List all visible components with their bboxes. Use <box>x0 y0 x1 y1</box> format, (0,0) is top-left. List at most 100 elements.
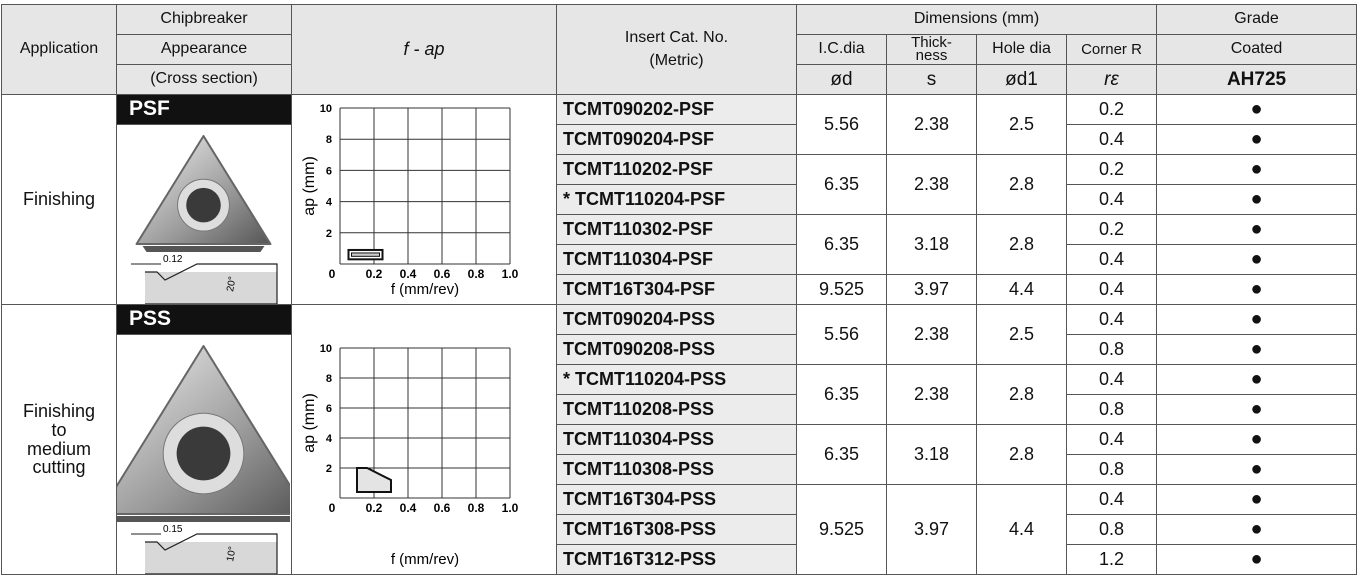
chipbreaker-label: PSF <box>116 94 292 125</box>
profile-body <box>145 541 277 574</box>
x-axis-label: f (mm/rev) <box>391 281 459 298</box>
insert-cat-no: TCMT090208-PSS <box>556 334 797 365</box>
application-text: to <box>51 419 67 440</box>
grade-mark: ● <box>1156 484 1358 515</box>
x-tick-label: 0.2 <box>366 501 383 515</box>
corner-r: 0.4 <box>1065 124 1158 155</box>
y-tick-label: 2 <box>326 463 332 475</box>
grade-mark: ● <box>1156 184 1358 215</box>
x-tick-label: 0 <box>329 267 336 281</box>
corner-r: 0.4 <box>1065 304 1158 335</box>
y-tick-label: 6 <box>326 403 332 415</box>
header-cell: ød1 <box>976 64 1067 95</box>
corner-r: 0.2 <box>1065 214 1158 245</box>
header-cell: Insert Cat. No. (Metric) <box>556 4 797 95</box>
hole-dia: 4.4 <box>976 484 1067 575</box>
application-text: medium <box>26 438 92 459</box>
application-cell: Finishing to medium cutting <box>1 304 117 575</box>
table-row: TCMT110202-PSF 6.35 2.38 2.8 0.2 ● <box>2 154 1358 215</box>
application-text: Finishing <box>22 189 96 210</box>
grade-mark: ● <box>1156 424 1358 455</box>
corner-r: 0.4 <box>1065 184 1158 215</box>
application-text: Finishing <box>22 400 96 421</box>
grade-mark: ● <box>1156 94 1358 125</box>
application-text: cutting <box>32 457 86 478</box>
header-cell: (Cross section) <box>116 64 292 95</box>
grade-mark: ● <box>1156 364 1358 395</box>
insert-edge <box>117 515 290 522</box>
corner-r: 0.4 <box>1065 244 1158 275</box>
insert-cat-no: TCMT16T304-PSS <box>556 484 797 515</box>
header-cell: Coated <box>1156 34 1358 65</box>
corner-r: 1.2 <box>1065 544 1158 575</box>
profile-angle: 10° <box>225 545 238 562</box>
y-tick-label: 8 <box>326 134 332 146</box>
header-cell: I.C.dia <box>796 34 887 65</box>
table-row: TCMT16T312-PSS 1.2 ● <box>2 544 1358 575</box>
application-cell: Finishing <box>1 94 117 305</box>
header-cell: s <box>886 64 977 95</box>
y-axis-label: ap (mm) <box>301 393 318 453</box>
table-row: 0.15 10° TCMT090208-PSS 0.8 ● <box>2 334 1358 575</box>
ic-dia: 6.35 <box>796 424 887 485</box>
header-cell: Dimensions (mm) <box>795 4 1158 35</box>
header-cell: f - ap <box>291 4 557 95</box>
y-tick-label: 4 <box>326 433 333 445</box>
ic-dia: 6.35 <box>796 154 887 215</box>
header-text: Thick- <box>911 34 952 51</box>
grade-mark: ● <box>1156 334 1358 365</box>
ic-dia: 6.35 <box>796 364 887 425</box>
grade-mark: ● <box>1156 304 1358 335</box>
x-tick-label: 0 <box>329 501 336 515</box>
profile-line <box>145 532 278 574</box>
header-text: Insert Cat. No. <box>624 28 729 46</box>
insert-image: 0.12 20° <box>131 134 278 304</box>
header-cell: Chipbreaker <box>116 4 292 35</box>
header-cell: Application <box>1 4 117 95</box>
thickness: 3.18 <box>886 424 977 485</box>
insert-cat-no: TCMT110304-PSS <box>556 424 797 455</box>
x-tick-label: 1.0 <box>502 267 519 281</box>
insert-hole <box>176 426 231 480</box>
insert-cat-no: TCMT16T308-PSS <box>556 514 797 545</box>
appearance-cell: 0.12 20° <box>116 124 292 305</box>
thickness: 2.38 <box>886 154 977 215</box>
profile-body <box>145 271 277 304</box>
header-cell: AH725 <box>1156 64 1358 95</box>
corner-r: 0.8 <box>1065 454 1158 485</box>
grade-mark: ● <box>1156 274 1358 305</box>
thickness: 3.97 <box>886 274 977 305</box>
profile-dimension: 0.12 <box>163 254 183 265</box>
table-row: Finishing PSF 10 8 6 4 2 0 0.2 0.4 0.6 0.8 1.0 ap (mm… <box>1 94 1358 305</box>
grade-mark: ● <box>1156 544 1358 575</box>
hole-dia: 2.8 <box>976 424 1067 485</box>
x-tick-label: 0.8 <box>468 267 485 281</box>
grade-mark: ● <box>1156 124 1358 155</box>
profile-line <box>145 262 278 304</box>
table-row: TCMT16T304-PSS 9.525 3.97 4.4 0.4 ● <box>2 484 1358 575</box>
ic-dia: 9.525 <box>796 484 887 575</box>
insert-cat-no: TCMT110304-PSF <box>556 244 797 275</box>
thickness: 2.38 <box>886 304 977 365</box>
insert-cat-no: * TCMT110204-PSF <box>556 184 797 215</box>
corner-r: 0.4 <box>1065 424 1158 455</box>
table-row: TCMT16T308-PSS 0.8 ● <box>2 514 1358 545</box>
y-axis-label: ap (mm) <box>301 156 318 216</box>
x-tick-label: 0.4 <box>400 267 417 281</box>
table-row: TCMT110302-PSF 6.35 3.18 2.8 0.2 ● <box>2 214 1358 275</box>
profile-dimension: 0.15 <box>163 524 183 535</box>
y-tick-label: 10 <box>320 103 332 115</box>
grade-mark: ● <box>1156 154 1358 185</box>
chipbreaker-label: PSS <box>116 304 292 335</box>
header-cell: Appearance <box>116 34 292 65</box>
thickness: 2.38 <box>886 364 977 425</box>
y-tick-label: 4 <box>326 196 333 208</box>
header-cell: Thick-ness <box>886 34 977 65</box>
insert-hole <box>186 187 221 222</box>
insert-cat-no: TCMT090204-PSS <box>556 304 797 335</box>
insert-cat-no: TCMT110202-PSF <box>556 154 797 185</box>
y-tick-label: 2 <box>326 227 332 239</box>
insert-cat-no: TCMT16T312-PSS <box>556 544 797 575</box>
insert-cat-no: TCMT16T304-PSF <box>556 274 797 305</box>
profile-angle: 20° <box>225 275 238 292</box>
